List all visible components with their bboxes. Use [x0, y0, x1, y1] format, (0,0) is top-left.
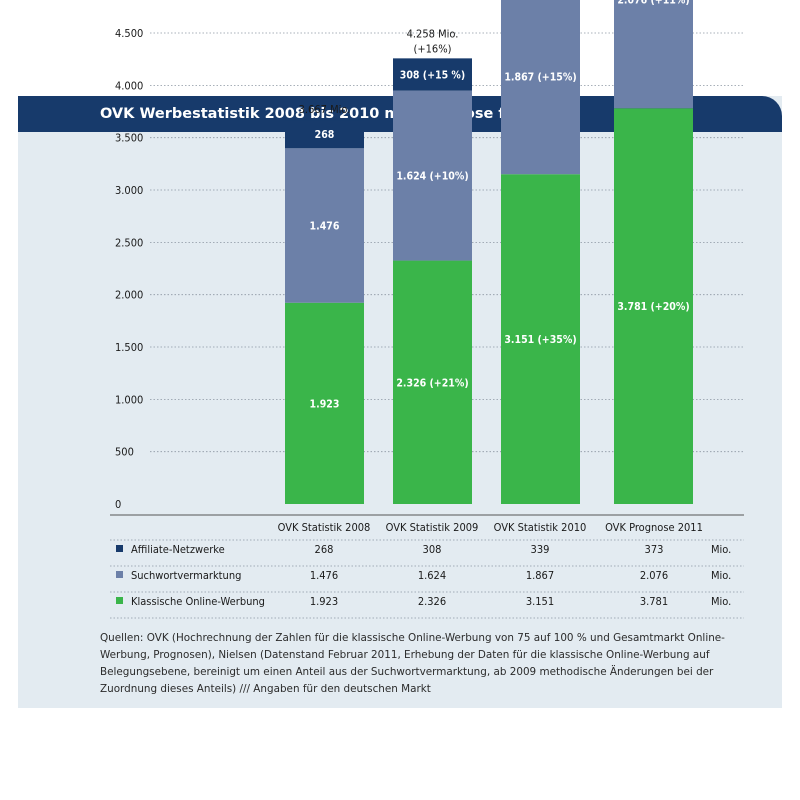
table-unit-label: Mio.: [711, 543, 731, 556]
bar-data-label: 1.624 (+10%): [396, 171, 468, 183]
x-tick-label: OVK Prognose 2011: [605, 521, 703, 534]
bar-total-label: 3.667 Mio.: [299, 103, 351, 116]
table-unit-label: Mio.: [711, 595, 731, 608]
y-tick-label: 1.500: [115, 341, 143, 354]
bar-segment-suchwortvermarktung: [285, 148, 364, 303]
legend-swatch: [116, 597, 123, 604]
bar-segment-affiliate-netzwerke: [393, 58, 472, 91]
x-tick-label: OVK Statistik 2010: [494, 521, 587, 534]
table-cell-value: 1.923: [310, 595, 338, 608]
bar-data-label: 2.076 (+11%): [617, 0, 689, 7]
bar-segment-suchwortvermarktung: [614, 0, 693, 109]
legend-swatch: [116, 545, 123, 552]
y-tick-label: 2.000: [115, 289, 143, 302]
table-row-label: Klassische Online-Werbung: [131, 595, 265, 608]
y-tick-label: 3.500: [115, 132, 143, 145]
y-tick-label: 3.000: [115, 184, 143, 197]
bar-segment-suchwortvermarktung: [393, 90, 472, 261]
bar-segment-klassische-online-werbung: [285, 302, 364, 504]
table-cell-value: 339: [531, 543, 550, 556]
bar-segment-suchwortvermarktung: [501, 0, 580, 175]
y-tick-label: 0: [115, 498, 121, 511]
bar-data-label: 3.151 (+35%): [504, 334, 576, 346]
y-tick-label: 1.000: [115, 393, 143, 406]
table-cell-value: 1.867: [526, 569, 554, 582]
table-unit-label: Mio.: [711, 569, 731, 582]
bar-total-label: 4.258 Mio.: [407, 27, 459, 40]
bar-data-label: 2.326 (+21%): [396, 377, 468, 389]
bar-data-label: 1.923: [310, 398, 340, 410]
bar-data-label: 1.476: [310, 220, 340, 232]
table-cell-value: 3.151: [526, 595, 554, 608]
bar-segment-klassische-online-werbung: [393, 260, 472, 504]
bar-data-label: 268: [315, 129, 335, 141]
bar-data-label: 3.781 (+20%): [617, 301, 689, 313]
table-cell-value: 268: [315, 543, 334, 556]
table-cell-value: 1.624: [418, 569, 446, 582]
table-cell-value: 373: [645, 543, 664, 556]
bar-data-label: 1.867 (+15%): [504, 72, 576, 84]
table-cell-value: 308: [423, 543, 442, 556]
y-tick-label: 4.000: [115, 79, 143, 92]
x-tick-label: OVK Statistik 2009: [386, 521, 479, 534]
legend-swatch: [116, 571, 123, 578]
bar-segment-klassische-online-werbung: [614, 108, 693, 504]
y-tick-label: 4.500: [115, 27, 143, 40]
table-cell-value: 2.326: [418, 595, 446, 608]
table-cell-value: 2.076: [640, 569, 668, 582]
table-row-label: Affiliate-Netzwerke: [131, 543, 225, 556]
bar-total-change-label: (+16%): [413, 42, 451, 55]
bar-segment-klassische-online-werbung: [501, 174, 580, 504]
table-row-label: Suchwortvermarktung: [131, 569, 241, 582]
x-tick-label: OVK Statistik 2008: [278, 521, 371, 534]
y-tick-label: 500: [115, 446, 134, 459]
table-cell-value: 1.476: [310, 569, 338, 582]
table-cell-value: 3.781: [640, 595, 668, 608]
bar-data-label: 308 (+15 %): [400, 69, 465, 81]
y-tick-label: 2.500: [115, 236, 143, 249]
sources-note: Quellen: OVK (Hochrechnung der Zahlen fü…: [100, 632, 725, 695]
bar-segment-affiliate-netzwerke: [285, 120, 364, 149]
